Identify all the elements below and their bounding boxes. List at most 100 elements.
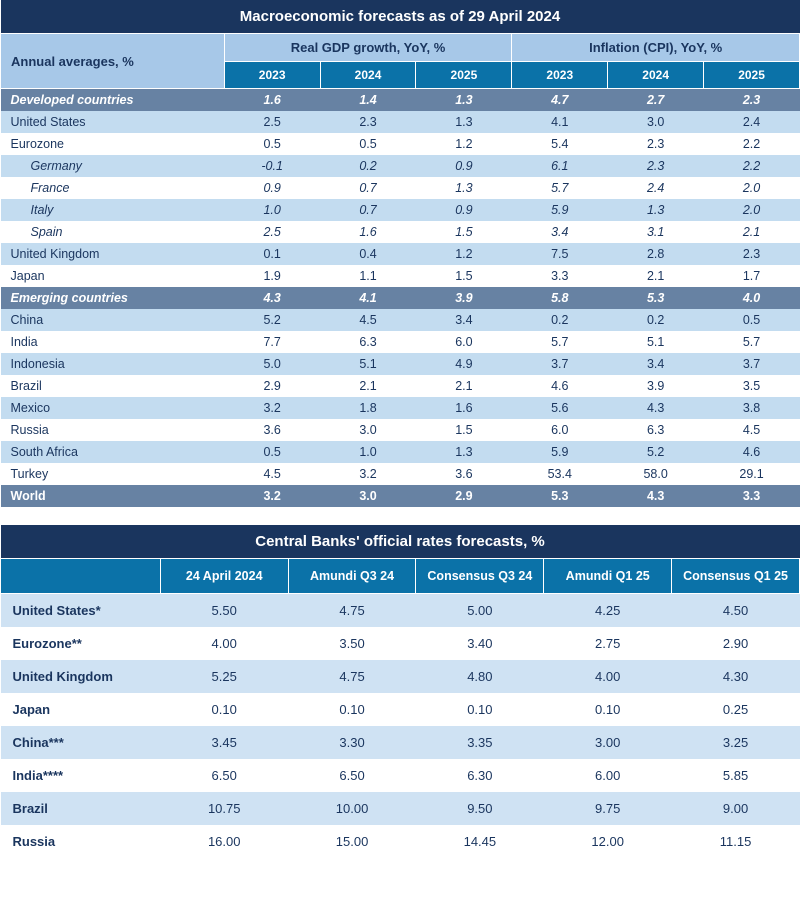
macro-title: Macroeconomic forecasts as of 29 April 2… [1,0,800,34]
row-label: United Kingdom [1,660,161,693]
table-row: United Kingdom5.254.754.804.004.30 [1,660,800,693]
cell-value: 1.0 [320,441,416,463]
cell-value: 3.0 [608,111,704,133]
cell-value: 0.7 [320,177,416,199]
cell-value: 6.50 [288,759,416,792]
cell-value: 0.10 [544,693,672,726]
cell-value: 1.1 [320,265,416,287]
cell-value: 3.3 [512,265,608,287]
cell-value: 2.9 [416,485,512,507]
table-row: Russia16.0015.0014.4512.0011.15 [1,825,800,858]
cell-value: 5.7 [704,331,800,353]
row-label: India [1,331,225,353]
cb-col-header: Amundi Q3 24 [288,559,416,594]
cell-value: 4.00 [544,660,672,693]
cell-value: 2.5 [224,221,320,243]
year-col: 2024 [608,62,704,89]
cell-value: 1.5 [416,265,512,287]
cell-value: 0.2 [320,155,416,177]
cell-value: 1.5 [416,419,512,441]
cell-value: 5.2 [224,309,320,331]
cell-value: 0.10 [160,693,288,726]
cell-value: -0.1 [224,155,320,177]
cell-value: 2.7 [608,89,704,112]
cell-value: 1.2 [416,243,512,265]
cell-value: 16.00 [160,825,288,858]
cb-col-header: 24 April 2024 [160,559,288,594]
cell-value: 6.0 [512,419,608,441]
cell-value: 3.30 [288,726,416,759]
row-label: Turkey [1,463,225,485]
table-row: Japan0.100.100.100.100.25 [1,693,800,726]
cell-value: 12.00 [544,825,672,858]
cell-value: 2.90 [672,627,800,660]
cell-value: 0.5 [224,133,320,155]
table-row: Developed countries1.61.41.34.72.72.3 [1,89,800,112]
row-label: Germany [1,155,225,177]
cell-value: 5.85 [672,759,800,792]
row-label: China*** [1,726,161,759]
cb-col-header [1,559,161,594]
cell-value: 3.3 [704,485,800,507]
cell-value: 5.7 [512,177,608,199]
cb-rates-table: Central Banks' official rates forecasts,… [0,525,800,858]
table-row: Italy1.00.70.95.91.32.0 [1,199,800,221]
table-row: China***3.453.303.353.003.25 [1,726,800,759]
row-label: United Kingdom [1,243,225,265]
cell-value: 3.6 [416,463,512,485]
cell-value: 6.0 [416,331,512,353]
table-row: United Kingdom0.10.41.27.52.82.3 [1,243,800,265]
cell-value: 3.2 [320,463,416,485]
table-row: Russia3.63.01.56.06.34.5 [1,419,800,441]
cell-value: 6.3 [608,419,704,441]
cell-value: 2.1 [704,221,800,243]
cell-value: 6.1 [512,155,608,177]
cell-value: 0.4 [320,243,416,265]
cell-value: 2.0 [704,199,800,221]
cb-rates-panel: Central Banks' official rates forecasts,… [0,525,800,858]
table-row: France0.90.71.35.72.42.0 [1,177,800,199]
row-label: Brazil [1,792,161,825]
cell-value: 4.3 [608,485,704,507]
cell-value: 4.5 [704,419,800,441]
cell-value: 2.1 [416,375,512,397]
cell-value: 0.9 [416,155,512,177]
cell-value: 58.0 [608,463,704,485]
table-row: Germany-0.10.20.96.12.32.2 [1,155,800,177]
cell-value: 3.4 [416,309,512,331]
table-row: India7.76.36.05.75.15.7 [1,331,800,353]
row-label: Spain [1,221,225,243]
cell-value: 1.9 [224,265,320,287]
cell-value: 3.0 [320,419,416,441]
year-col: 2023 [224,62,320,89]
table-row: South Africa0.51.01.35.95.24.6 [1,441,800,463]
row-label: India**** [1,759,161,792]
table-row: Brazil10.7510.009.509.759.00 [1,792,800,825]
cell-value: 4.75 [288,594,416,628]
cell-value: 0.2 [608,309,704,331]
cell-value: 3.40 [416,627,544,660]
cell-value: 5.9 [512,441,608,463]
cell-value: 1.0 [224,199,320,221]
table-row: Mexico3.21.81.65.64.33.8 [1,397,800,419]
row-label: Emerging countries [1,287,225,309]
cell-value: 1.6 [224,89,320,112]
cell-value: 53.4 [512,463,608,485]
row-label: France [1,177,225,199]
cell-value: 1.6 [416,397,512,419]
row-label: Russia [1,825,161,858]
cell-value: 1.8 [320,397,416,419]
cell-value: 2.1 [320,375,416,397]
cell-value: 2.8 [608,243,704,265]
row-label: Indonesia [1,353,225,375]
year-col: 2023 [512,62,608,89]
cell-value: 5.1 [608,331,704,353]
row-label: Japan [1,265,225,287]
macro-corner-label: Annual averages, % [1,34,225,89]
cell-value: 15.00 [288,825,416,858]
cell-value: 3.5 [704,375,800,397]
cell-value: 3.45 [160,726,288,759]
cell-value: 6.50 [160,759,288,792]
cell-value: 3.4 [512,221,608,243]
cell-value: 3.1 [608,221,704,243]
